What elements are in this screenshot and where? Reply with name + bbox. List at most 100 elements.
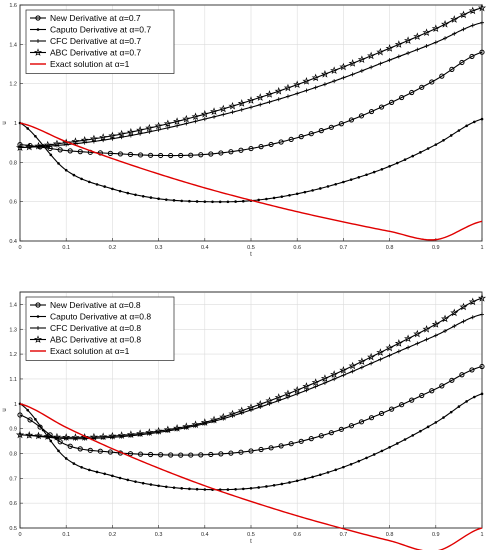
series-5 bbox=[19, 403, 483, 553]
marker-dot bbox=[311, 189, 314, 192]
marker-star bbox=[468, 6, 477, 15]
marker-circle bbox=[198, 452, 204, 458]
marker-plus bbox=[184, 121, 189, 126]
marker-circle bbox=[429, 388, 435, 394]
marker-dot bbox=[180, 487, 183, 490]
marker-star bbox=[256, 399, 265, 408]
y-axis-label: u bbox=[2, 121, 8, 124]
y-tick-label: 1.1 bbox=[9, 377, 17, 383]
marker-star bbox=[265, 90, 274, 98]
marker-dot bbox=[303, 477, 307, 481]
marker-star bbox=[154, 121, 163, 130]
marker-plus bbox=[36, 39, 40, 43]
marker-dot bbox=[36, 28, 40, 31]
marker-circle bbox=[258, 446, 264, 453]
marker-circle bbox=[368, 108, 375, 115]
marker-dot bbox=[72, 173, 76, 177]
marker-dot bbox=[26, 408, 30, 412]
legend-label: ABC Derivative at α=0.7 bbox=[50, 48, 141, 58]
marker-circle bbox=[35, 302, 41, 308]
x-tick-label: 0.5 bbox=[247, 245, 255, 251]
marker-circle bbox=[469, 53, 475, 60]
marker-star bbox=[108, 131, 117, 140]
marker-star bbox=[52, 432, 61, 441]
marker-star bbox=[320, 374, 329, 382]
marker-dot bbox=[457, 405, 461, 408]
marker-dot bbox=[36, 315, 40, 318]
marker-circle bbox=[348, 117, 355, 123]
marker-circle bbox=[147, 451, 154, 458]
marker-dot bbox=[257, 486, 261, 489]
marker-star bbox=[459, 10, 468, 19]
x-tick-label: 0.1 bbox=[62, 245, 70, 251]
marker-star bbox=[477, 293, 487, 302]
marker-star bbox=[71, 433, 80, 441]
marker-dot bbox=[126, 478, 130, 482]
marker-star bbox=[293, 80, 302, 89]
marker-circle bbox=[278, 443, 284, 449]
marker-star bbox=[385, 343, 394, 352]
marker-circle bbox=[248, 145, 254, 152]
x-tick-label: 0.3 bbox=[155, 532, 163, 538]
marker-circle bbox=[188, 452, 194, 458]
marker-dot bbox=[234, 488, 237, 491]
marker-circle bbox=[168, 452, 174, 458]
marker-dot bbox=[203, 488, 207, 491]
marker-circle bbox=[429, 79, 435, 85]
marker-star bbox=[34, 431, 43, 440]
marker-circle bbox=[338, 121, 344, 127]
marker-star bbox=[145, 123, 154, 132]
x-tick-label: 0.4 bbox=[201, 532, 209, 538]
marker-plus bbox=[138, 131, 143, 136]
y-tick-label: 0.4 bbox=[9, 239, 17, 245]
x-tick-label: 0.3 bbox=[155, 245, 163, 251]
marker-plus bbox=[406, 51, 411, 56]
marker-plus bbox=[341, 373, 346, 378]
marker-star bbox=[219, 412, 228, 421]
marker-plus bbox=[396, 54, 401, 59]
marker-dot bbox=[165, 198, 168, 201]
marker-star bbox=[348, 59, 357, 67]
marker-dot bbox=[326, 471, 330, 474]
marker-dot bbox=[411, 154, 415, 158]
marker-dot bbox=[272, 484, 276, 487]
marker-dot bbox=[442, 416, 445, 419]
marker-dot bbox=[234, 200, 237, 203]
marker-star bbox=[89, 134, 98, 143]
marker-dot bbox=[218, 200, 222, 204]
marker-plus bbox=[221, 112, 226, 117]
marker-dot bbox=[134, 480, 137, 483]
marker-star bbox=[80, 433, 89, 441]
marker-dot bbox=[465, 124, 468, 128]
marker-dot bbox=[411, 434, 415, 437]
marker-star bbox=[80, 135, 89, 144]
marker-circle bbox=[308, 131, 314, 137]
x-tick-label: 0.7 bbox=[340, 532, 348, 538]
marker-plus bbox=[387, 58, 392, 63]
marker-star bbox=[413, 329, 422, 338]
marker-dot bbox=[295, 479, 299, 483]
marker-circle bbox=[399, 402, 405, 408]
marker-star bbox=[71, 137, 80, 145]
marker-dot bbox=[80, 177, 83, 181]
marker-plus bbox=[396, 349, 401, 354]
marker-star bbox=[173, 117, 182, 125]
marker-plus bbox=[212, 114, 217, 119]
marker-circle bbox=[17, 412, 23, 418]
marker-circle bbox=[368, 415, 375, 421]
series-5 bbox=[19, 122, 483, 241]
marker-star bbox=[163, 119, 172, 128]
marker-dot bbox=[88, 468, 91, 472]
marker-star bbox=[15, 143, 25, 152]
marker-star bbox=[200, 418, 209, 426]
marker-star bbox=[330, 370, 339, 378]
marker-star bbox=[348, 361, 357, 370]
marker-plus bbox=[322, 380, 327, 385]
marker-dot bbox=[480, 117, 484, 121]
series-4 bbox=[15, 293, 487, 441]
marker-star bbox=[394, 40, 403, 48]
series-line bbox=[19, 122, 483, 241]
legend-label: Caputo Derivative at α=0.7 bbox=[50, 25, 151, 35]
marker-plus bbox=[443, 328, 448, 333]
